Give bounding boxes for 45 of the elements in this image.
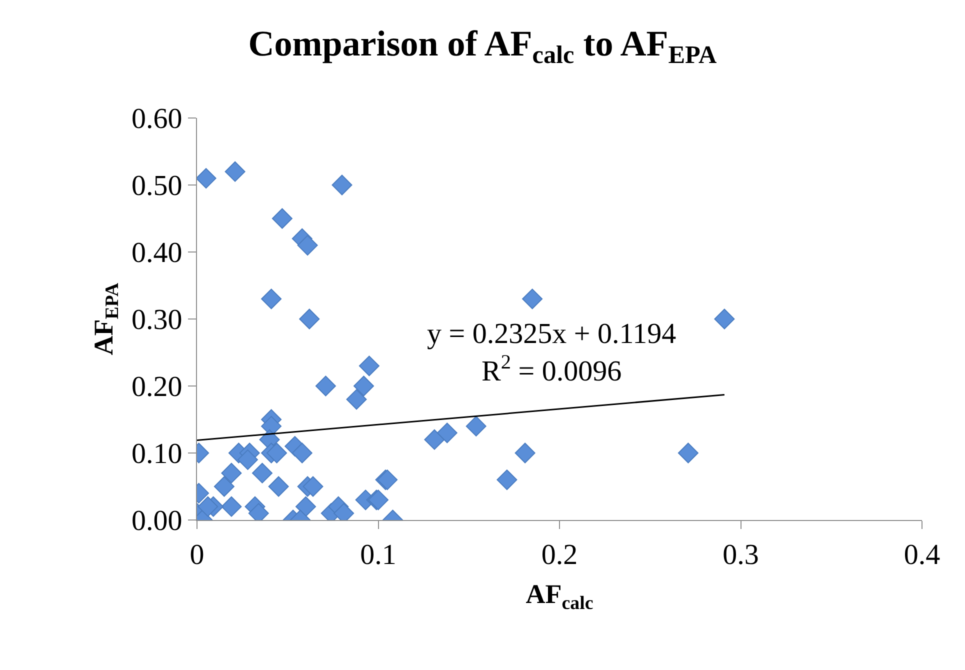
point (292, 442, 312, 464)
point (266, 442, 287, 464)
point (466, 416, 486, 436)
y-tick-label: 0.00 (131, 505, 182, 538)
point (198, 496, 218, 517)
point (252, 462, 272, 484)
point (346, 389, 367, 410)
x-tick-label: 0.3 (722, 538, 759, 571)
point (714, 308, 735, 330)
point (436, 422, 458, 444)
y-tick-label: 0.30 (131, 304, 182, 336)
point (315, 376, 336, 396)
point (238, 449, 258, 470)
chart-title: Comparison of AF$_{calc}$ to AF$_{EPA}$ (248, 23, 717, 69)
y-tick-label: 0.40 (131, 237, 182, 270)
point (496, 470, 518, 490)
y-tick-label: 0.10 (131, 438, 182, 470)
point (302, 476, 324, 497)
point (522, 288, 543, 310)
point (214, 476, 234, 497)
point (197, 168, 216, 189)
y-tick-label: 0.60 (131, 103, 182, 136)
point (261, 288, 282, 310)
point (224, 161, 246, 182)
point (678, 442, 698, 464)
point (221, 496, 242, 517)
point (332, 174, 352, 196)
x-axis-title: AF$_{calc}$ (526, 579, 594, 614)
point (272, 208, 292, 229)
point (268, 476, 289, 497)
y-tick-label: 0.20 (131, 371, 182, 404)
point (221, 462, 242, 484)
point (299, 308, 320, 330)
point (424, 429, 445, 450)
x-tick-label: 0.4 (904, 538, 941, 571)
point (297, 235, 318, 256)
point (514, 442, 536, 464)
point (354, 376, 374, 396)
annotation: y = 0.2325x + 0.1194 R$^{2}$ = 0.0096 (427, 318, 677, 388)
point (296, 496, 316, 517)
x-tick-label: 0.1 (360, 538, 396, 571)
y-tick-label: 0.50 (131, 170, 182, 202)
x-tick-label: 0.2 (541, 538, 578, 571)
point (358, 356, 380, 376)
x-tick-label: 0 (190, 538, 204, 571)
